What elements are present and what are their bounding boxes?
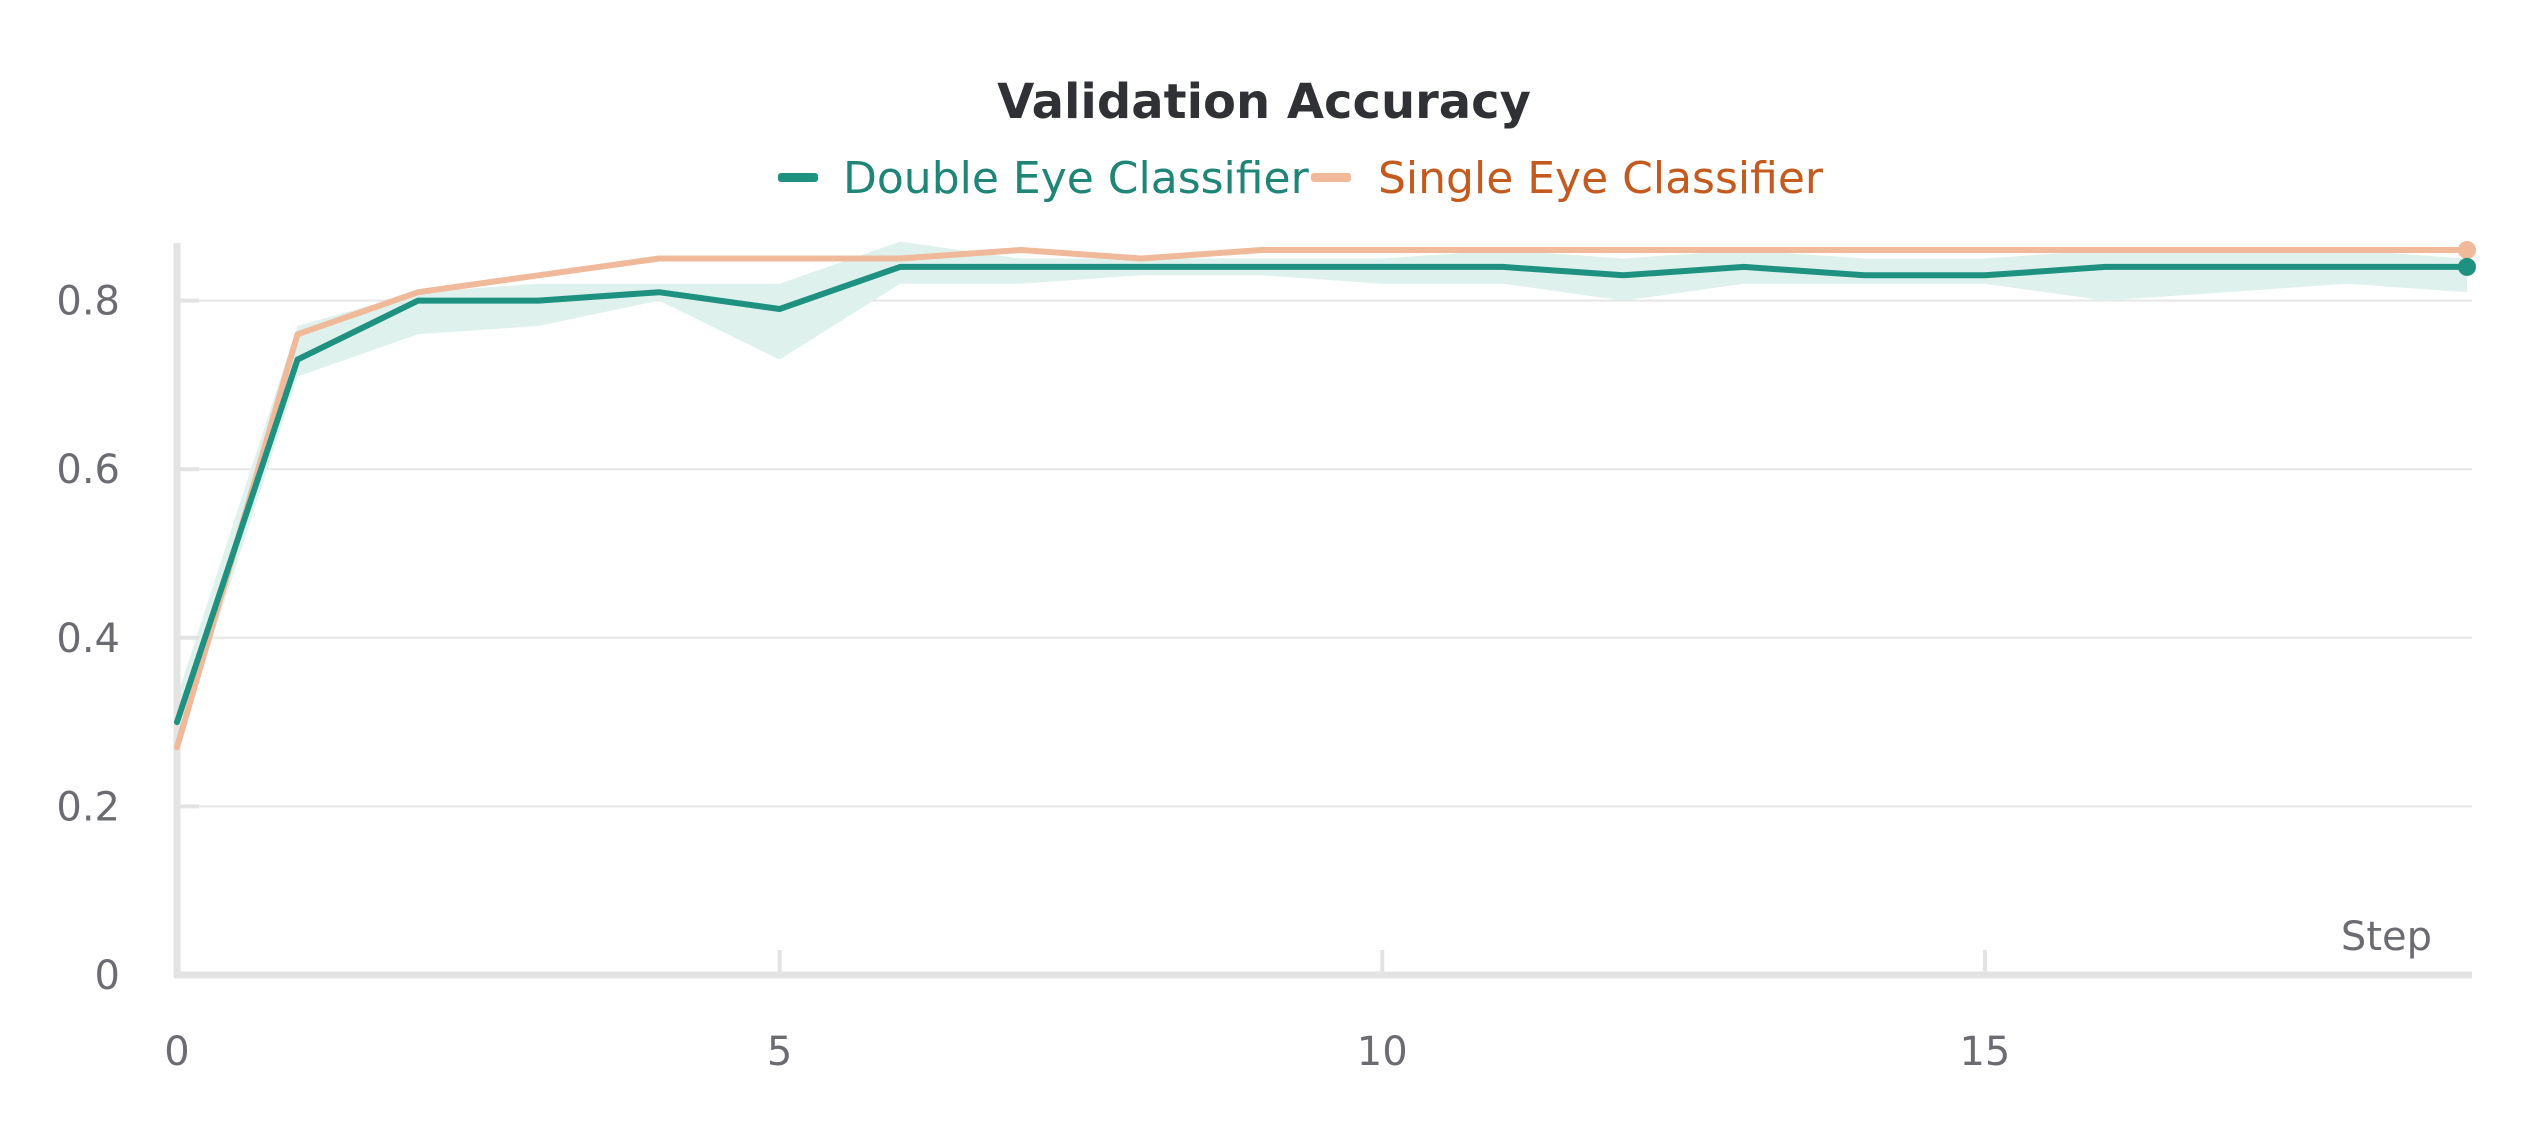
legend-swatch bbox=[778, 173, 818, 182]
x-axis-ticks: 0 5 10 15 bbox=[164, 950, 2010, 1075]
band-area bbox=[177, 241, 2467, 748]
x-axis-label: Step bbox=[2341, 914, 2432, 960]
y-tick-label: 0.6 bbox=[56, 447, 120, 493]
x-tick-label: 10 bbox=[1357, 1029, 1408, 1075]
x-tick-label: 0 bbox=[164, 1029, 189, 1075]
series-end-marker bbox=[2458, 241, 2476, 260]
series-end-marker bbox=[2458, 257, 2476, 276]
series-lines bbox=[174, 241, 2476, 751]
legend-swatch bbox=[1311, 173, 1351, 182]
y-tick-label: 0.2 bbox=[56, 784, 120, 830]
grid-lines bbox=[177, 299, 2472, 808]
y-tick-label: 0.8 bbox=[56, 279, 120, 325]
chart-title: Validation Accuracy bbox=[997, 74, 1531, 130]
series-line bbox=[174, 263, 2470, 726]
series-line bbox=[174, 247, 2470, 751]
y-axis-ticks: 0 0.2 0.4 0.6 0.8 bbox=[56, 279, 199, 999]
y-tick-label: 0.4 bbox=[56, 616, 120, 662]
confidence-band bbox=[177, 241, 2467, 748]
y-tick-label: 0 bbox=[95, 953, 120, 999]
axes bbox=[173, 243, 2472, 979]
legend-label: Double Eye Classifier bbox=[843, 153, 1310, 204]
x-tick-label: 5 bbox=[767, 1029, 792, 1075]
legend: Double Eye Classifier Single Eye Classifi… bbox=[778, 153, 1824, 204]
legend-label: Single Eye Classifier bbox=[1378, 153, 1824, 204]
x-tick-label: 15 bbox=[1959, 1029, 2010, 1075]
